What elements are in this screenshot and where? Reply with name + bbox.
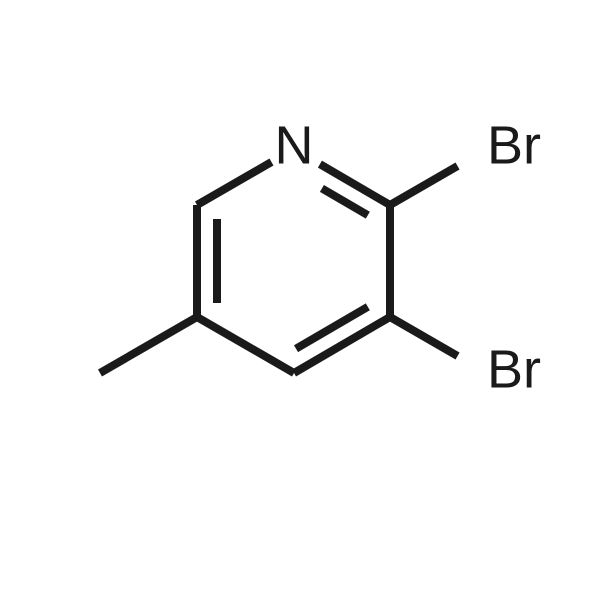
atom-label-Br2: Br [487,339,541,399]
bond-N-C2 [320,164,390,205]
atom-label-N: N [275,115,314,175]
bond-C3-C4-inner [296,307,368,349]
molecule-diagram: N Br Br [0,0,600,600]
bond-C4-C5 [197,317,294,373]
bond-C3-Br2 [390,317,458,356]
bond-C2-Br1 [390,166,458,205]
atom-label-Br1: Br [487,115,541,175]
bond-C5-Me [100,317,197,373]
bond-C6-N [197,162,271,205]
